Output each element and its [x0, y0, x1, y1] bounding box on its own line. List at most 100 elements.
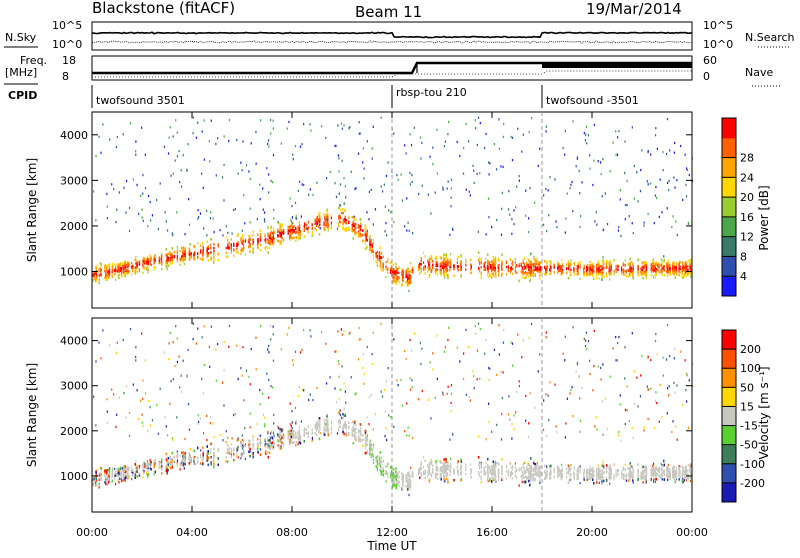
power-cell-69 [668, 259, 669, 261]
power-cell-474 [614, 271, 615, 273]
power-cell-116 [566, 267, 567, 269]
power-cell-532 [96, 265, 97, 267]
power-cell-152 [122, 262, 123, 264]
power-cell-114 [377, 265, 378, 267]
noise-right-label: N.Search [745, 31, 795, 44]
power-cell-900 [331, 222, 332, 224]
power-cell-729 [488, 271, 489, 273]
power-cell-1124 [511, 266, 512, 268]
power-cell-365 [522, 273, 523, 275]
power-cell-829 [546, 261, 547, 263]
power-cell-262 [579, 264, 580, 266]
power-cell-412 [267, 232, 268, 234]
power-cell-450 [387, 271, 388, 273]
power-cell-344 [427, 260, 428, 262]
power-cell-626 [479, 261, 480, 263]
power-cell-600 [265, 241, 266, 243]
power-cell-976 [271, 225, 272, 227]
power-cell-753 [338, 207, 339, 209]
power-cell-368 [522, 276, 523, 278]
power-cell-488 [340, 221, 341, 223]
power-scatter [93, 117, 693, 292]
power-cell-763 [308, 221, 309, 223]
power-cell-994 [570, 263, 571, 265]
power-cell-40 [210, 244, 211, 246]
power-cell-734 [655, 276, 656, 278]
power-cell-387 [180, 261, 181, 263]
power-cell-508 [437, 264, 438, 266]
power-cell-820 [236, 248, 237, 250]
power-cell-839 [615, 265, 616, 267]
power-cell-529 [399, 277, 400, 279]
power-cell-1096 [242, 234, 243, 236]
power-cell-583 [684, 275, 685, 277]
power-cell-533 [96, 280, 97, 282]
power-cell-458 [609, 278, 610, 280]
station-title: Blackstone (fitACF) [92, 0, 235, 17]
power-cell-726 [488, 276, 489, 278]
power-cell-602 [265, 238, 266, 240]
power-cell-453 [387, 269, 388, 271]
nave-label: Nave [745, 66, 773, 79]
power-cell-332 [598, 260, 599, 262]
power-cell-249 [524, 272, 525, 274]
power-cell-472 [614, 259, 615, 261]
power-cell-979 [271, 240, 272, 242]
power-cell-635 [135, 256, 136, 258]
power-cell-933 [470, 268, 471, 270]
power-cell-1138 [373, 251, 374, 253]
power-cell-719 [562, 265, 563, 267]
power-cell-1053 [574, 264, 575, 266]
power-cell-98 [409, 284, 410, 286]
power-cell-526 [399, 272, 400, 274]
power-cell-524 [312, 232, 313, 234]
cpid-segment-1: rbsp-tou 210 [396, 86, 467, 99]
power-cell-1007 [602, 272, 603, 274]
power-cell-902 [331, 217, 332, 219]
cpid-segment-2: twofsound -3501 [546, 94, 639, 107]
power-cell-34 [523, 262, 524, 264]
power-cell-1102 [680, 266, 681, 268]
power-cell-777 [589, 261, 590, 263]
power-cell-743 [676, 268, 677, 270]
power-cell-341 [427, 266, 428, 268]
power-cell-972 [135, 262, 136, 264]
power-cell-1139 [373, 239, 374, 241]
power-cell-876 [683, 276, 684, 278]
power-cell-782 [360, 222, 361, 224]
power-cell-505 [437, 274, 438, 276]
power-cell-838 [615, 271, 616, 273]
power-cell-1060 [312, 235, 313, 237]
power-cell-905 [323, 213, 324, 215]
power-cell-28 [264, 234, 265, 236]
power-cell-1103 [680, 271, 681, 273]
power-cell-42 [210, 247, 211, 249]
power-cell-30 [523, 259, 524, 261]
power-cell-592 [131, 262, 132, 264]
beam-title: Beam 11 [355, 3, 422, 21]
power-cell-1073 [621, 268, 622, 270]
power-cell-923 [662, 274, 663, 276]
power-cell-446 [238, 241, 239, 243]
power-cell-1063 [312, 228, 313, 230]
power-cell-336 [510, 267, 511, 269]
power-cell-917 [539, 277, 540, 279]
power-cell-1054 [574, 273, 575, 275]
power-cell-366 [522, 271, 523, 273]
power-cell-1039 [512, 268, 513, 270]
power-cell-911 [515, 266, 516, 268]
power-cell-934 [470, 264, 471, 266]
power-cell-859 [661, 258, 662, 260]
power-cell-356 [625, 274, 626, 276]
power-cell-111 [377, 259, 378, 261]
power-cell-435 [95, 280, 96, 282]
power-cell-603 [265, 246, 266, 248]
power-cell-938 [231, 251, 232, 253]
power-cell-865 [177, 255, 178, 257]
power-cell-759 [385, 261, 386, 263]
power-cell-408 [568, 265, 569, 267]
power-cell-540 [450, 253, 451, 255]
power-cell-509 [437, 262, 438, 264]
power-cell-864 [655, 269, 656, 271]
